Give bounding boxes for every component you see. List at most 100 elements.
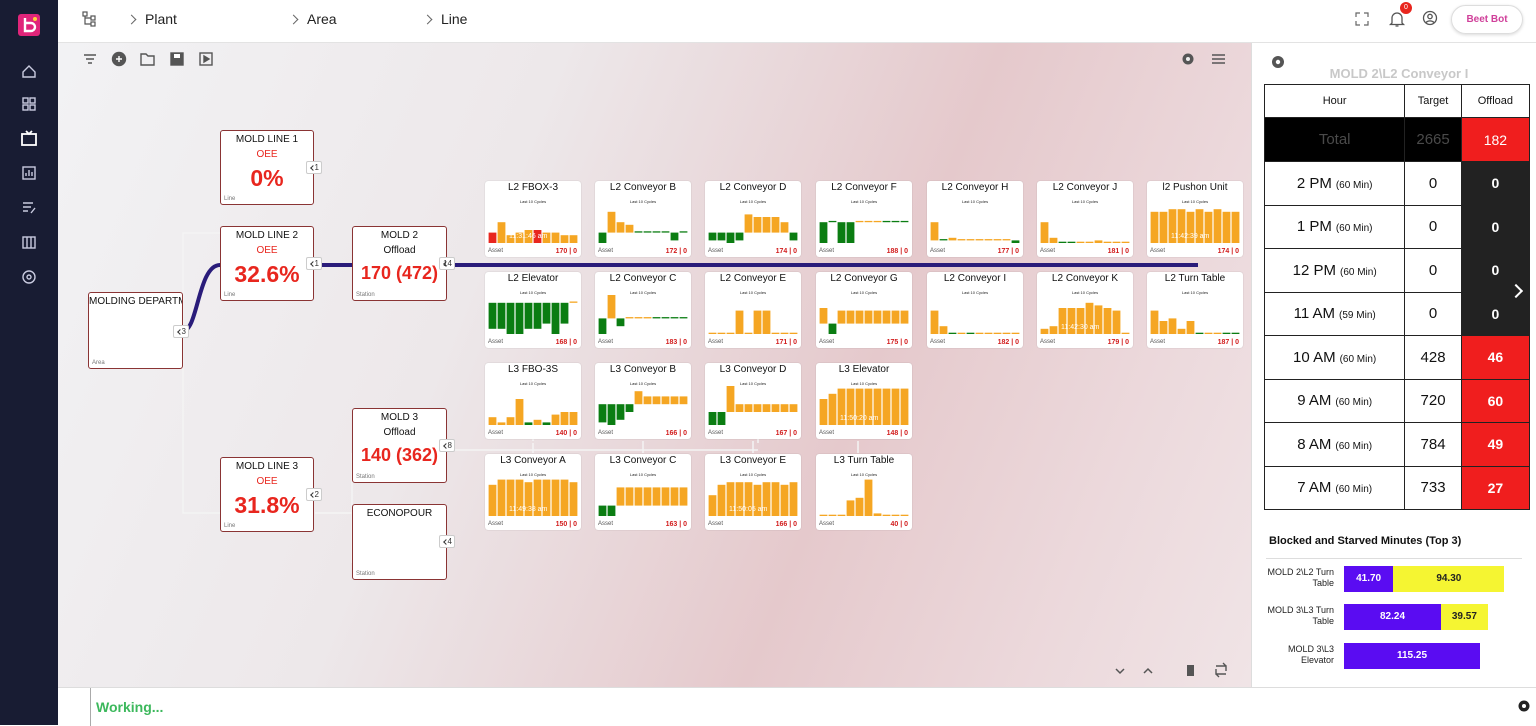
play-icon[interactable] — [199, 52, 213, 66]
menu-icon[interactable] — [1212, 54, 1225, 64]
dashboard-icon[interactable] — [22, 97, 36, 111]
asset-card[interactable]: L2 Conveyor K Last 10 Cycles 11:42:30 am As… — [1037, 272, 1133, 348]
cycle-bar — [975, 239, 984, 241]
asset-card[interactable]: L2 FBOX-3 Last 10 Cycles 11:31:46 am Asset 1… — [485, 181, 581, 257]
cycle-bar — [598, 505, 607, 516]
hour-row: 7 AM (60 Min) 733 27 — [1263, 465, 1531, 510]
report-icon[interactable] — [22, 166, 36, 180]
child-count[interactable]: 2 — [306, 488, 322, 501]
home-icon[interactable] — [22, 65, 36, 78]
asset-card[interactable]: L3 Conveyor B Last 10 Cycles Asset 166 | 0 — [595, 363, 691, 439]
down-icon[interactable] — [1115, 668, 1125, 675]
child-count[interactable]: 14 — [439, 257, 455, 270]
folder-icon[interactable] — [140, 53, 155, 66]
cycle-bar — [569, 412, 578, 425]
child-count[interactable]: 1 — [306, 257, 322, 270]
cycle-bar — [679, 487, 688, 506]
monitor-icon[interactable] — [21, 130, 37, 146]
edit-icon[interactable] — [23, 202, 36, 214]
cycle-bar — [744, 332, 753, 334]
asset-card[interactable]: L2 Conveyor D Last 10 Cycles Asset 174 | 0 — [705, 181, 801, 257]
settings-icon[interactable] — [22, 270, 36, 284]
cycle-bar — [506, 417, 515, 425]
hour-cell: 12 PM (60 Min) — [1263, 248, 1406, 293]
fit-icon[interactable] — [1187, 665, 1194, 676]
asset-card[interactable]: L3 Turn Table Last 10 Cycles Asset 40 | 0 — [816, 454, 912, 530]
cycle-bar — [1040, 328, 1049, 334]
cycle-bar — [780, 332, 789, 334]
cycle-bar — [1002, 332, 1011, 334]
child-count-value: 1 — [314, 163, 319, 172]
filter-icon[interactable] — [84, 54, 96, 64]
asset-name: L2 Conveyor K — [1051, 273, 1119, 284]
bell-icon[interactable] — [1388, 9, 1406, 29]
cycle-bar — [708, 412, 717, 425]
line-node[interactable]: MOLD LINE 3 OEE 31.8% Line — [220, 457, 314, 532]
asset-count: 166 | 0 — [665, 430, 687, 437]
target-cell: 0 — [1404, 291, 1462, 336]
panel-gear[interactable] — [1270, 54, 1286, 70]
breadcrumb-item[interactable]: Line — [441, 11, 468, 27]
area-node[interactable]: MOLDING DEPARTM Area — [88, 292, 183, 369]
asset-card[interactable]: L2 Conveyor I Last 10 Cycles Asset 182 | 0 — [927, 272, 1023, 348]
cycle-stamp: 11:50:05 am — [729, 506, 768, 513]
bot-button[interactable]: Beet Bot — [1451, 5, 1523, 34]
line-node[interactable]: MOLD LINE 2 OEE 32.6% Line — [220, 226, 314, 301]
breadcrumb-item[interactable]: Area — [307, 11, 337, 27]
asset-card[interactable]: L2 Conveyor B Last 10 Cycles Asset 172 | 0 — [595, 181, 691, 257]
asset-card[interactable]: L2 Conveyor J Last 10 Cycles Asset 181 | 0 — [1037, 181, 1133, 257]
gear-icon[interactable] — [1182, 53, 1194, 65]
cycle-bar — [1195, 209, 1204, 243]
child-count[interactable]: 1 — [306, 161, 322, 174]
child-count[interactable]: 4 — [439, 535, 455, 548]
breadcrumb-item[interactable]: Plant — [145, 11, 177, 27]
station-node[interactable]: MOLD 2 Offload 170 (472) Station — [352, 226, 447, 301]
user-icon[interactable] — [1422, 10, 1438, 26]
cycle-bar — [948, 332, 957, 334]
asset-card[interactable]: l2 Pushon Unit Last 10 Cycles 11:42:39 am A… — [1147, 181, 1243, 257]
up-icon[interactable] — [1143, 667, 1153, 674]
line-node[interactable]: MOLD LINE 1 OEE 0% Line — [220, 130, 314, 205]
cycle-bar — [771, 332, 780, 334]
asset-card[interactable]: L2 Conveyor H Last 10 Cycles Asset 177 | 0 — [927, 181, 1023, 257]
fullscreen-icon[interactable] — [1354, 11, 1370, 27]
station-node[interactable]: ECONOPOUR Station — [352, 504, 447, 580]
logo[interactable] — [18, 14, 40, 36]
cycle-bar — [717, 232, 726, 241]
add-icon[interactable] — [111, 51, 127, 67]
asset-card[interactable]: L2 Conveyor C Last 10 Cycles Asset 183 | 0 — [595, 272, 691, 348]
columns-icon[interactable] — [22, 236, 36, 249]
refresh-icon[interactable] — [1215, 662, 1227, 678]
cycle-bar — [661, 396, 670, 405]
cycle-chart — [819, 388, 909, 425]
cycle-bar — [939, 326, 948, 334]
cycle-bar — [744, 214, 753, 233]
hour-row: 1 PM (60 Min) 0 0 — [1263, 204, 1531, 249]
asset-card[interactable]: L2 Conveyor G Last 10 Cycles Asset 175 | 0 — [816, 272, 912, 348]
child-count[interactable]: 8 — [439, 439, 455, 452]
asset-card[interactable]: L2 Conveyor E Last 10 Cycles Asset 171 | 0 — [705, 272, 801, 348]
asset-card[interactable]: L3 Conveyor D Last 10 Cycles Asset 167 | 0 — [705, 363, 801, 439]
asset-card[interactable]: L2 Elevator Last 10 Cycles Asset 168 | 0 — [485, 272, 581, 348]
footer-gear[interactable] — [1517, 699, 1531, 713]
save-icon[interactable] — [170, 52, 184, 66]
cycle-bar — [679, 231, 688, 233]
station-node[interactable]: MOLD 3 Offload 140 (362) Station — [352, 408, 447, 483]
cycle-bar — [652, 396, 661, 405]
asset-card[interactable]: L3 Conveyor C Last 10 Cycles Asset 163 | 0 — [595, 454, 691, 530]
child-count[interactable]: 3 — [173, 325, 189, 338]
cycle-bar — [1103, 308, 1112, 334]
asset-name: L2 Conveyor E — [719, 273, 787, 284]
asset-card[interactable]: L2 Conveyor F Last 10 Cycles Asset 188 | 0 — [816, 181, 912, 257]
node-value: 31.8% — [234, 492, 300, 518]
asset-card[interactable]: L3 Conveyor A Last 10 Cycles 11:49:38 am As… — [485, 454, 581, 530]
asset-card[interactable]: L2 Turn Table Last 10 Cycles Asset 187 | 0 — [1147, 272, 1243, 348]
asset-card[interactable]: L3 Conveyor E Last 10 Cycles 11:50:05 am As… — [705, 454, 801, 530]
asset-card[interactable]: L3 Elevator Last 10 Cycles 11:50:20 am Asse… — [816, 363, 912, 439]
asset-card[interactable]: L3 FBO-3S Last 10 Cycles Asset 140 | 0 — [485, 363, 581, 439]
cycle-bar — [828, 393, 837, 425]
asset-kind: Asset — [1040, 339, 1056, 345]
cycle-bar — [506, 302, 515, 334]
hierarchy-icon[interactable] — [82, 11, 98, 27]
cycle-bar — [1011, 240, 1020, 243]
